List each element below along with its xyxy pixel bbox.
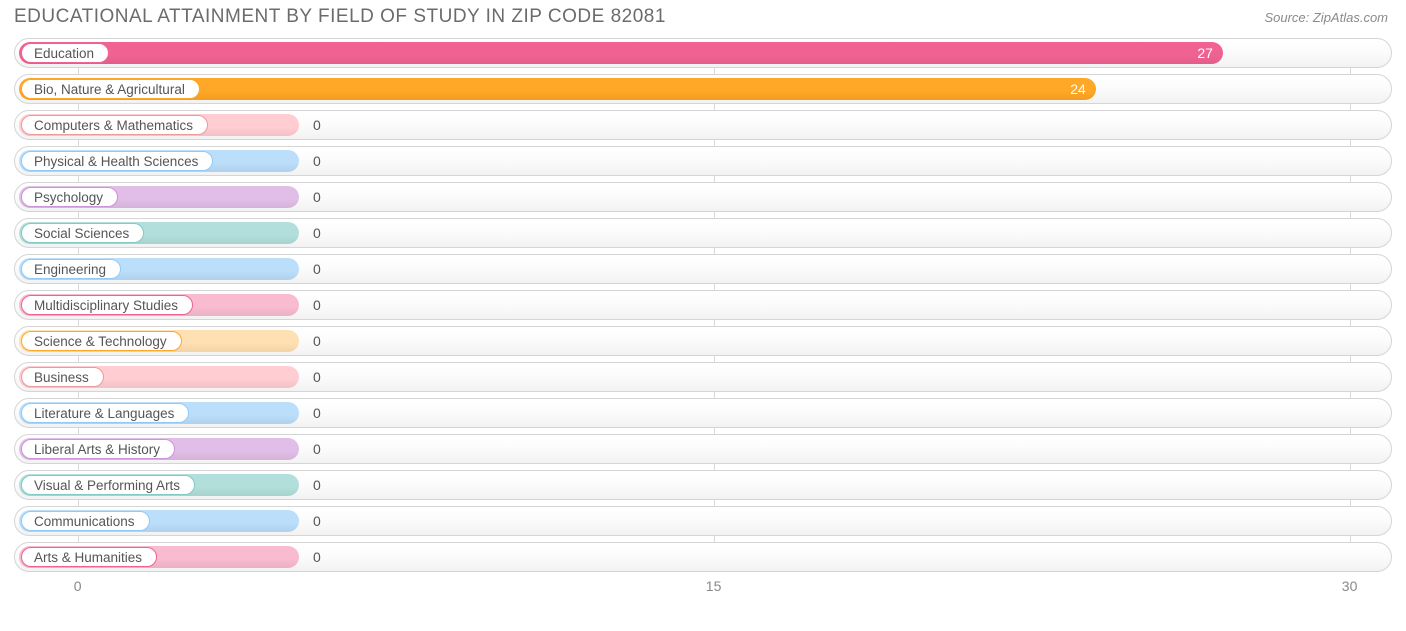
bar-label-pill: Psychology [21, 187, 118, 207]
bar-value: 0 [305, 183, 321, 211]
source-attribution: Source: ZipAtlas.com [1264, 10, 1388, 25]
bar-label: Engineering [34, 262, 106, 277]
x-axis-tick: 15 [706, 578, 722, 594]
bar-label: Liberal Arts & History [34, 442, 160, 457]
bar-label-pill: Education [21, 43, 109, 63]
bar-label-pill: Liberal Arts & History [21, 439, 175, 459]
bar-row: Communications 0 [14, 506, 1392, 536]
bar-label-pill: Physical & Health Sciences [21, 151, 213, 171]
bar-value: 0 [305, 111, 321, 139]
bar-rows: Education 27 Bio, Nature & Agricultural 24 C… [14, 38, 1392, 572]
bar-label: Psychology [34, 190, 103, 205]
bar-row: Science & Technology 0 [14, 326, 1392, 356]
bar-value: 0 [305, 219, 321, 247]
bar-label-pill: Communications [21, 511, 150, 531]
x-axis-tick: 30 [1342, 578, 1358, 594]
bar-row: Visual & Performing Arts 0 [14, 470, 1392, 500]
bar-value: 0 [305, 543, 321, 571]
bar-label: Communications [34, 514, 135, 529]
bar-label: Bio, Nature & Agricultural [34, 82, 185, 97]
bar-label: Computers & Mathematics [34, 118, 193, 133]
bar-value: 27 [1189, 39, 1213, 67]
bar-label: Business [34, 370, 89, 385]
bar-label-pill: Arts & Humanities [21, 547, 157, 567]
bar-row: Computers & Mathematics 0 [14, 110, 1392, 140]
bar-row: Arts & Humanities 0 [14, 542, 1392, 572]
bar-label-pill: Bio, Nature & Agricultural [21, 79, 200, 99]
bar-row: Psychology 0 [14, 182, 1392, 212]
bar-value: 0 [305, 255, 321, 283]
bar-value: 0 [305, 363, 321, 391]
bar-row: Physical & Health Sciences 0 [14, 146, 1392, 176]
bar-label: Arts & Humanities [34, 550, 142, 565]
bar-value: 0 [305, 291, 321, 319]
bar-label: Education [34, 46, 94, 61]
bar-label-pill: Engineering [21, 259, 121, 279]
bar-row: Education 27 [14, 38, 1392, 68]
header: EDUCATIONAL ATTAINMENT BY FIELD OF STUDY… [0, 0, 1406, 38]
bar-label: Multidisciplinary Studies [34, 298, 178, 313]
bar-row: Literature & Languages 0 [14, 398, 1392, 428]
bar-value: 0 [305, 507, 321, 535]
bar-value: 0 [305, 471, 321, 499]
bar-label: Social Sciences [34, 226, 129, 241]
chart-area: Education 27 Bio, Nature & Agricultural 24 C… [0, 38, 1406, 604]
bar-label: Visual & Performing Arts [34, 478, 180, 493]
bar-label: Physical & Health Sciences [34, 154, 198, 169]
bar-row: Social Sciences 0 [14, 218, 1392, 248]
bar-row: Multidisciplinary Studies 0 [14, 290, 1392, 320]
bar-fill [19, 42, 1223, 64]
bar-row: Engineering 0 [14, 254, 1392, 284]
bar-label-pill: Science & Technology [21, 331, 182, 351]
bar-row: Bio, Nature & Agricultural 24 [14, 74, 1392, 104]
x-axis-tick: 0 [74, 578, 82, 594]
bar-value: 0 [305, 327, 321, 355]
bar-label-pill: Computers & Mathematics [21, 115, 208, 135]
x-axis: 0 15 30 [14, 578, 1392, 604]
bar-value: 0 [305, 147, 321, 175]
bar-label-pill: Literature & Languages [21, 403, 189, 423]
bar-value: 24 [1062, 75, 1086, 103]
bar-label-pill: Visual & Performing Arts [21, 475, 195, 495]
bar-value: 0 [305, 399, 321, 427]
bar-row: Business 0 [14, 362, 1392, 392]
bar-value: 0 [305, 435, 321, 463]
bar-label-pill: Business [21, 367, 104, 387]
bar-row: Liberal Arts & History 0 [14, 434, 1392, 464]
bar-label-pill: Social Sciences [21, 223, 144, 243]
bar-label-pill: Multidisciplinary Studies [21, 295, 193, 315]
chart-title: EDUCATIONAL ATTAINMENT BY FIELD OF STUDY… [14, 6, 666, 28]
bar-label: Science & Technology [34, 334, 167, 349]
bar-label: Literature & Languages [34, 406, 174, 421]
